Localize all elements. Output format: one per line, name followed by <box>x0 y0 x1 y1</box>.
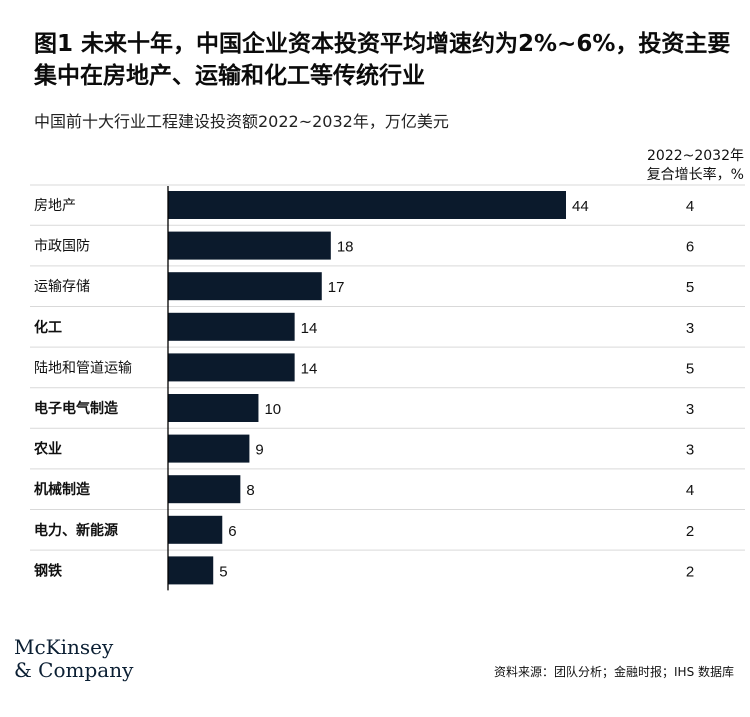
bar <box>168 231 331 260</box>
category-label: 钢铁 <box>34 562 62 579</box>
growth-header-line-1: 2022~2032年 <box>647 148 744 164</box>
category-label: 电子电气制造 <box>34 400 118 417</box>
value-label: 14 <box>301 320 318 337</box>
bar <box>168 475 241 504</box>
growth-rate-label: 5 <box>686 360 694 377</box>
bar <box>168 434 250 463</box>
brand-line-2: & Company <box>14 658 134 682</box>
value-label: 8 <box>246 482 254 499</box>
value-label: 5 <box>219 563 227 580</box>
value-label: 9 <box>255 442 263 459</box>
growth-rate-label: 6 <box>686 239 694 256</box>
category-label: 陆地和管道运输 <box>34 360 132 376</box>
value-label: 14 <box>301 360 318 377</box>
category-label: 农业 <box>33 441 62 458</box>
growth-rate-label: 4 <box>686 482 694 499</box>
category-label: 电力、新能源 <box>34 522 118 539</box>
growth-rate-label: 3 <box>686 401 694 418</box>
value-label: 44 <box>572 198 589 215</box>
growth-rate-label: 2 <box>686 523 694 540</box>
growth-rate-label: 3 <box>686 320 694 337</box>
bar <box>168 191 566 219</box>
category-label: 市政国防 <box>34 238 90 255</box>
category-label: 化工 <box>34 319 62 336</box>
chart-subtitle: 中国前十大行业工程建设投资额2022~2032年，万亿美元 <box>34 112 449 131</box>
chart-title: 图1 未来十年，中国企业资本投资平均增速约为2%~6%，投资主要集中在房地产、运… <box>34 31 731 89</box>
category-label: 房地产 <box>34 198 76 214</box>
brand-line-1: McKinsey <box>14 635 114 659</box>
category-label: 运输存储 <box>34 279 90 295</box>
growth-rate-label: 4 <box>686 198 694 215</box>
growth-rate-label: 5 <box>686 279 694 296</box>
value-label: 17 <box>328 279 345 296</box>
growth-header-line-2: 复合增长率，% <box>646 167 744 183</box>
growth-column-header: 2022~2032年 复合增长率，% <box>610 147 744 185</box>
bar <box>168 515 223 544</box>
source-note: 资料来源：团队分析；金融时报；IHS 数据库 <box>494 665 734 679</box>
category-label: 机械制造 <box>34 481 90 498</box>
growth-rate-label: 3 <box>686 442 694 459</box>
value-label: 10 <box>264 401 281 418</box>
bar <box>168 394 259 422</box>
brand-logo: McKinsey & Company <box>14 636 133 682</box>
bar <box>168 312 295 341</box>
bar <box>168 556 214 585</box>
bar <box>168 272 322 301</box>
bar <box>168 353 295 382</box>
value-label: 18 <box>337 239 354 256</box>
growth-rate-label: 2 <box>686 563 694 580</box>
value-label: 6 <box>228 523 236 540</box>
